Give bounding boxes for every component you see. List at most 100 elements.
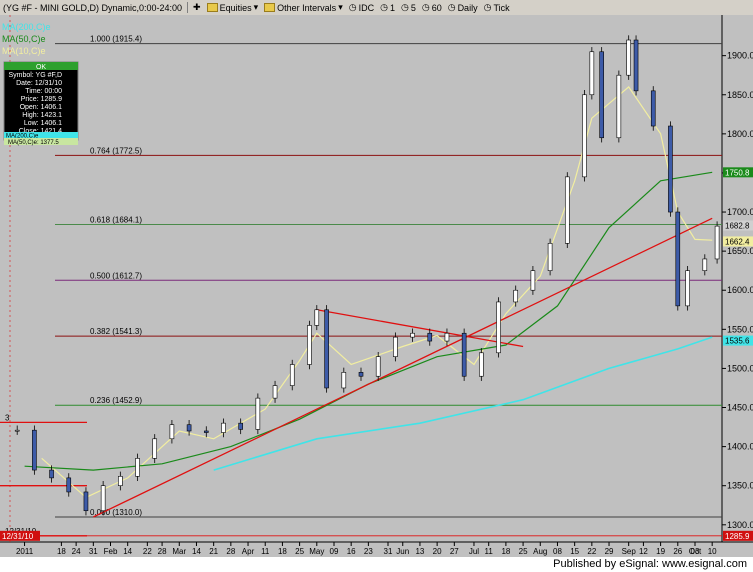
interval-1-label: 1 [389, 2, 395, 13]
idc-button[interactable]: ◷ IDC [346, 1, 377, 14]
candle [410, 332, 415, 338]
x-tick-label: 31 [89, 547, 98, 556]
interval-1-button[interactable]: ◷ 1 [377, 1, 398, 14]
candle [324, 309, 329, 389]
x-tick-label: 18 [57, 547, 66, 556]
x-tick-label: 22 [587, 547, 596, 556]
data-window-frame [3, 61, 79, 141]
x-tick-label: 27 [450, 547, 459, 556]
price-chart[interactable]: 1.000 (1915.4) 0.764 (1772.5) 0.618 (1684.… [0, 15, 753, 557]
symbol-label[interactable]: (YG #F - MINI GOLD,D) Dynamic,0:00-24:00 [0, 3, 185, 13]
x-tick-label: 24 [72, 547, 81, 556]
x-tick-label: Oct [689, 547, 702, 556]
idc-label: IDC [358, 2, 375, 13]
equities-label: Equities [219, 2, 252, 13]
data-window-row: Time: 00:00 [25, 88, 62, 95]
candle [444, 332, 450, 342]
add-button[interactable]: ✚ [190, 1, 204, 14]
candle [633, 39, 639, 92]
price-badge-label: 1662.4 [725, 237, 750, 246]
data-window-ma50: MA(50,C)e: 1377.5 [8, 140, 59, 146]
horizontal-marker-label: 3 [5, 413, 10, 422]
data-window-ma200-bar [4, 132, 78, 138]
candle [272, 385, 278, 399]
x-tick-label: 18 [278, 547, 287, 556]
interval-tick-button[interactable]: ◷ Tick [481, 1, 513, 14]
price-axis-panel[interactable] [722, 15, 753, 557]
interval-60-label: 60 [431, 2, 442, 13]
candle [238, 422, 243, 430]
data-window-header-bar [4, 62, 78, 70]
price-badge [723, 236, 753, 247]
candle [702, 258, 708, 271]
x-tick-label: 16 [347, 547, 356, 556]
candle [530, 270, 536, 291]
y-tick-label: 1900.0 [727, 51, 753, 61]
candle [616, 74, 622, 139]
interval-tick-label: Tick [493, 2, 510, 13]
price-badge-label: 1750.8 [725, 168, 750, 177]
candle [100, 485, 106, 512]
fib-level-label: 0.382 (1541.3) [90, 327, 142, 336]
x-tick-label: 19 [656, 547, 665, 556]
candle [626, 39, 631, 76]
x-tick-label: Apr [242, 547, 255, 556]
chevron-down-icon: ▾ [253, 2, 259, 12]
interval-daily-button[interactable]: ◷ Daily [445, 1, 481, 14]
fib-level-label: 0.000 (1310.0) [90, 508, 142, 517]
y-tick-label: 1350.0 [727, 481, 753, 491]
folder-icon [264, 3, 276, 12]
candle [685, 270, 690, 307]
candle [427, 332, 433, 342]
data-window-row: Symbol: YG #F,D [8, 72, 62, 79]
other-intervals-label: Other Intervals [277, 2, 337, 13]
price-badge-label: 1535.6 [725, 337, 750, 346]
candle [375, 356, 381, 377]
x-tick-label: Jun [396, 547, 409, 556]
candle [599, 51, 604, 139]
x-tick-label: Sep [622, 547, 637, 556]
price-badge [723, 530, 753, 541]
candle [135, 458, 140, 477]
candle [203, 430, 209, 433]
y-tick-label: 1600.0 [727, 285, 753, 295]
fib-level-label: 0.618 (1684.1) [90, 215, 142, 224]
data-window[interactable]: OK Symbol: YG #F,D Date: 12/31/10 Time: … [3, 61, 79, 146]
interval-5-button[interactable]: ◷ 5 [398, 1, 419, 14]
candle [49, 469, 54, 479]
x-tick-label: 14 [192, 547, 201, 556]
data-window-row: Low: 1406.1 [24, 120, 62, 127]
trendline [93, 217, 713, 518]
other-intervals-menu[interactable]: Other Intervals ▾ [261, 1, 346, 14]
legend: MA(200,C)e MA(50,C)e MA(10,C)e [2, 22, 51, 56]
x-tick-label: 28 [226, 547, 235, 556]
clock-icon: ◷ [483, 2, 492, 12]
candle [314, 309, 320, 326]
toolbar: (YG #F - MINI GOLD,D) Dynamic,0:00-24:00… [0, 0, 753, 16]
x-tick-label: Mar [172, 547, 186, 556]
x-tick-label: 31 [384, 547, 393, 556]
data-window-row: Open: 1406.1 [20, 104, 63, 111]
y-tick-label: 1700.0 [727, 207, 753, 217]
cursor-date-badge [0, 530, 40, 541]
candle [668, 125, 673, 213]
y-tick-label: 1650.0 [727, 246, 753, 256]
candle [66, 477, 72, 493]
clock-icon: ◷ [421, 2, 430, 12]
data-window-row: Date: 12/31/10 [16, 80, 62, 87]
candle [83, 491, 89, 512]
data-window-row: Price: 1285.9 [21, 96, 62, 103]
interval-60-button[interactable]: ◷ 60 [419, 1, 445, 14]
x-tick-label: 09 [330, 547, 339, 556]
legend-ma10: MA(10,C)e [2, 46, 46, 56]
y-tick-label: 1500.0 [727, 363, 753, 373]
moving-average-line [24, 171, 713, 471]
data-window-ma200: MA(200,C)e [6, 134, 39, 140]
fib-level-label: 0.236 (1452.9) [90, 396, 142, 405]
legend-ma50: MA(50,C)e [2, 34, 46, 44]
equities-menu[interactable]: Equities ▾ [204, 1, 262, 14]
footer-credit: Published by eSignal: www.esignal.com [553, 558, 747, 570]
candle [289, 364, 295, 386]
x-tick-label: 20 [433, 547, 442, 556]
candle [547, 243, 553, 271]
